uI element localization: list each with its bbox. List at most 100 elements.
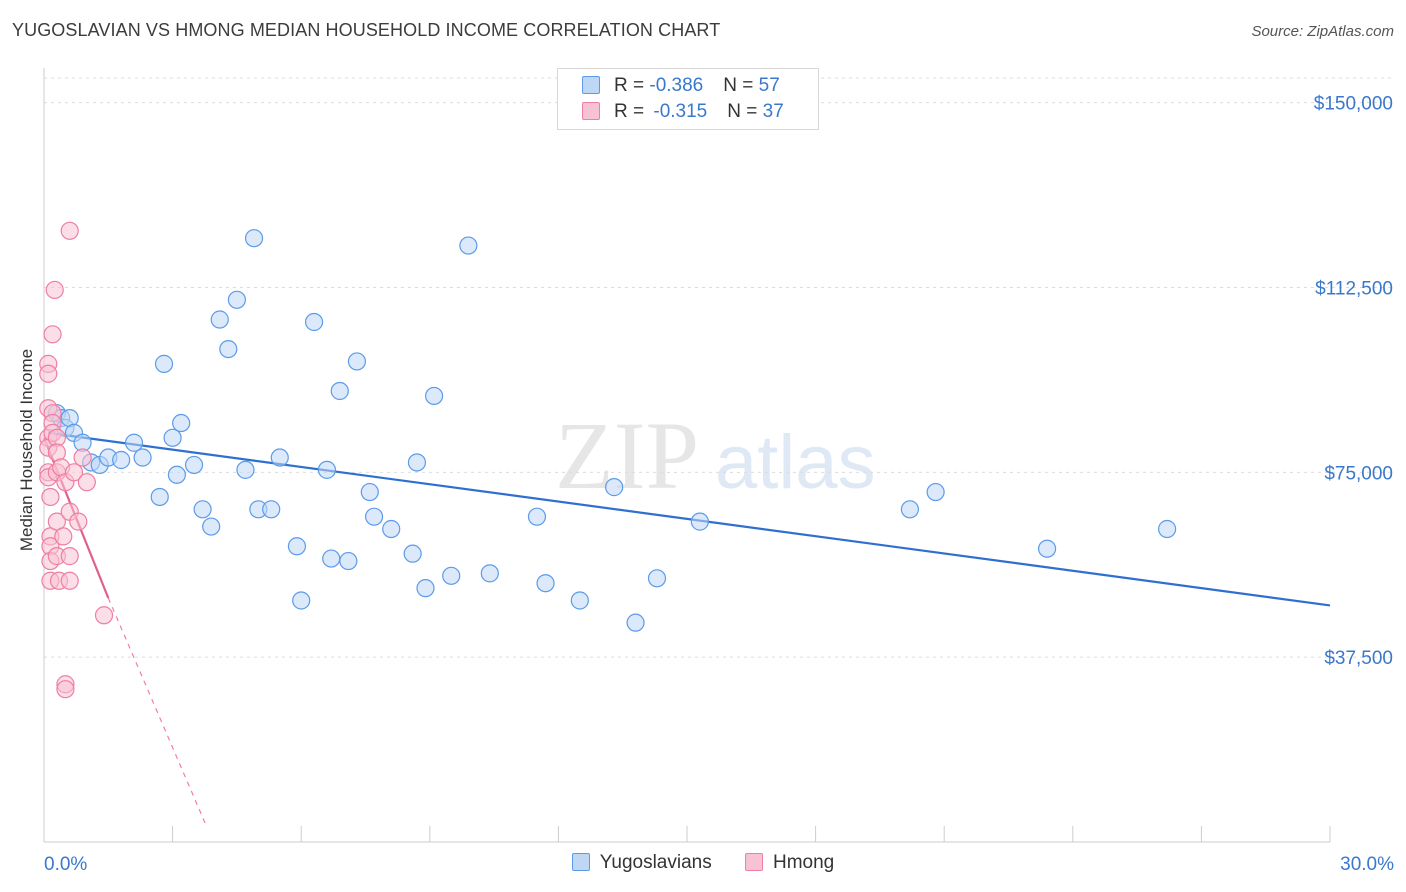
y-tick-label: $150,000 [1314,94,1393,115]
yugoslavian-point [1037,539,1057,558]
series-legend: Yugoslavians Hmong [0,852,1406,874]
y-tick-label: $75,000 [1324,463,1393,484]
hmong-point [73,448,92,467]
grid-lines [44,77,1395,658]
legend-n-value: 57 [758,75,780,96]
x-tick-label: 0.0% [44,854,87,875]
yugoslavian-point [287,537,307,556]
yugoslavian-point [112,450,131,470]
hmong-point [60,221,79,240]
yugoslavian-point [403,544,422,563]
yugoslavian-point [360,482,379,502]
yugoslavian-point [527,507,547,526]
series-swatch-hmong [745,853,763,871]
y-tick-label: $37,500 [1324,648,1393,669]
legend-n-label: N = [727,101,763,122]
yugoslavian-point [150,487,169,507]
hmong-point [60,571,79,590]
series-name: Hmong [773,852,835,873]
yugoslavian-point [347,352,367,371]
legend-swatch-yugoslavians [582,76,600,94]
yugoslavian-point [154,354,174,373]
yugoslavian-point [424,386,444,406]
hmong-point [41,487,60,507]
yugoslavian-point [133,448,152,467]
yugoslavian-point [322,549,341,568]
tick-labels: $150,000 $112,500 $75,000 $37,500 0.0% 30.0% [44,94,1394,875]
y-axis-label-wrap: Median Household Income [12,60,42,840]
yugoslavian-point [124,433,144,452]
hmong-point [39,364,58,383]
yugoslavian-trend-line [48,431,1331,607]
legend-swatch-hmong [582,102,600,120]
hmong-point [60,547,79,566]
yugoslavian-point [330,381,349,401]
yugoslavian-point [416,579,435,598]
yugoslavian-point [407,453,427,472]
hmong-point [94,606,114,625]
yugoslavian-point [292,591,311,610]
legend: R = -0.386 N = 57 R = -0.315 N = 37 [557,68,819,130]
yugoslavian-point [605,478,624,497]
yugoslavian-point [900,500,920,519]
source-label: Source: ZipAtlas.com [1251,23,1394,40]
yugoslavian-point [270,448,289,467]
watermark-zip: ZIP [555,402,699,509]
y-tick-label: $112,500 [1315,278,1393,299]
y-axis-label: Median Household Income [17,348,36,552]
legend-n-value: 37 [762,101,784,122]
yugoslavian-point [570,591,589,610]
yugoslavian-point [167,465,186,484]
hmong-point [43,325,62,344]
legend-row-yugoslavians: R = -0.386 N = 57 [582,75,780,101]
yugoslavian-point [184,455,204,475]
yugoslavian-point [317,460,337,479]
yugoslavian-point [304,312,324,332]
series-legend-yugoslavians: Yugoslavians [571,852,712,874]
hmong-point [45,280,64,300]
hmong-point [77,473,96,492]
yugoslavian-point [219,339,238,359]
hmong-trend-extension [107,597,208,828]
data-points [39,221,1177,699]
hmong-point [69,512,88,531]
yugoslavian-point [163,428,182,447]
yugoslavian-point [193,500,212,519]
legend-row-hmong: R = -0.315 N = 37 [582,101,784,127]
yugoslavian-point [339,551,358,571]
yugoslavian-point [244,229,264,248]
yugoslavian-point [172,413,191,433]
yugoslavian-point [647,569,667,588]
legend-r-value: -0.386 [649,75,704,96]
yugoslavian-point [210,310,229,329]
chart-title: YUGOSLAVIAN VS HMONG MEDIAN HOUSEHOLD IN… [12,20,721,40]
series-name: Yugoslavians [599,852,712,873]
yugoslavian-point [1158,519,1177,539]
yugoslavian-point [202,517,221,536]
yugoslavian-point [442,566,461,585]
legend-r-label: R = [614,101,650,122]
series-swatch-yugoslavians [571,853,590,871]
yugoslavian-point [626,613,645,632]
legend-r-value: -0.315 [653,101,708,122]
legend-r-label: R = [614,75,650,96]
yugoslavian-point [926,482,945,502]
yugoslavian-point [480,564,499,583]
yugoslavian-point [227,290,246,309]
yugoslavian-point [262,500,281,519]
yugoslavian-point [236,460,255,479]
series-legend-hmong: Hmong [745,852,834,874]
watermark: ZIP atlas [555,402,876,509]
hmong-point [54,527,73,546]
watermark-atlas: atlas [715,420,876,505]
yugoslavian-point [382,519,401,539]
x-tick-label: 30.0% [1340,854,1394,875]
yugoslavian-point [459,236,478,255]
hmong-point [64,463,84,482]
yugoslavian-point [690,512,709,531]
hmong-point [56,680,75,699]
yugoslavian-point [364,507,384,526]
legend-n-label: N = [723,75,759,96]
yugoslavian-point [536,574,555,593]
